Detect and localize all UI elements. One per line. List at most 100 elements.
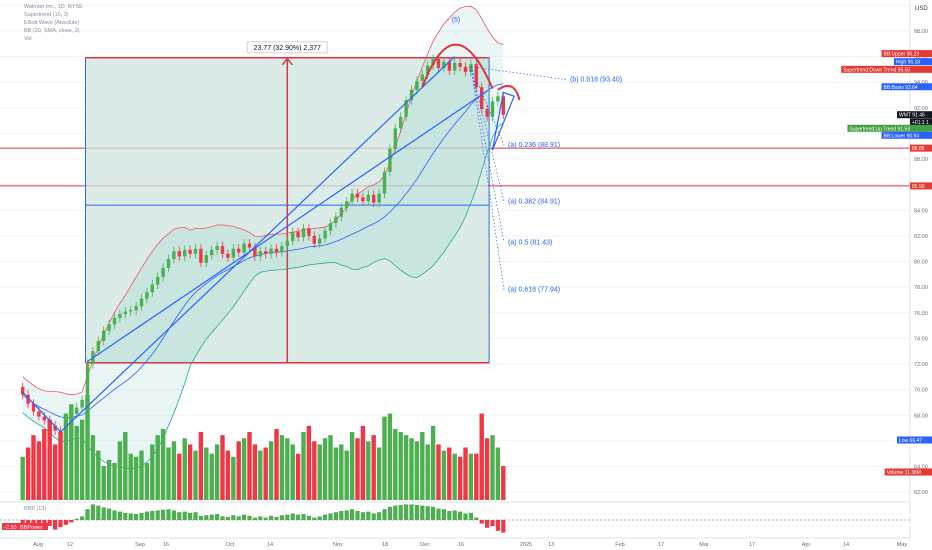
- bbp-bar: [269, 515, 274, 520]
- candle-body: [280, 246, 284, 253]
- candle-body: [215, 246, 219, 250]
- measure-box[interactable]: 23.77 (32.90%) 2,377: [85, 41, 490, 364]
- volume-bar: [268, 441, 274, 500]
- volume-bar: [36, 441, 42, 500]
- candle-body: [242, 243, 246, 253]
- volume-bar: [452, 453, 457, 500]
- tag-supertrend-down-bg: [841, 65, 932, 73]
- fib-label: (b) 0.618 (93.40): [570, 77, 622, 84]
- wave-line: [22, 391, 61, 433]
- candle-body: [339, 207, 343, 217]
- volume-bars: [20, 395, 506, 500]
- price-tick-label: 62.00: [914, 490, 928, 496]
- bbp-bar: [463, 513, 468, 520]
- candle-body: [285, 241, 289, 247]
- price-tick-label: 72.00: [914, 362, 928, 368]
- price-tick-label: 94.00: [914, 80, 928, 86]
- volume-bar: [204, 447, 209, 500]
- bbp-bar: [171, 510, 176, 520]
- candle-body: [312, 235, 316, 244]
- wave-label: (5): [452, 17, 461, 24]
- tag-countdown-bg: [910, 118, 932, 126]
- candle-body: [345, 201, 349, 208]
- volume-bar: [414, 441, 420, 500]
- bb-lower-line: [22, 122, 504, 470]
- volume-bar: [371, 435, 376, 500]
- bbp-bar: [177, 512, 182, 520]
- symbol-title[interactable]: Walmart Inc., 1D, NYSE: [24, 4, 83, 10]
- time-tick-label: 17: [658, 542, 664, 548]
- bbp-bar: [317, 516, 322, 520]
- candle-body: [366, 194, 370, 202]
- volume-bar: [322, 438, 328, 500]
- volume-bar: [209, 453, 214, 500]
- candle-body: [328, 223, 333, 231]
- candle-body: [48, 420, 52, 426]
- fib-connector: [470, 66, 505, 146]
- bbp-bar: [90, 504, 95, 520]
- volume-bar: [420, 432, 425, 500]
- volume-bar: [236, 441, 241, 500]
- volume-bar: [31, 435, 36, 500]
- volume-bar: [106, 459, 112, 500]
- volume-bar: [479, 413, 484, 500]
- volume-bar: [495, 447, 501, 500]
- bbp-bar: [247, 515, 252, 520]
- volume-bar: [403, 435, 409, 500]
- candle-body: [37, 411, 41, 417]
- bbp-bar: [328, 513, 333, 520]
- candle-body: [420, 74, 424, 81]
- bbp-bar: [458, 511, 463, 520]
- candle-body: [145, 292, 149, 299]
- bbp-bar: [452, 510, 457, 520]
- candle-body: [264, 251, 268, 254]
- volume-bar: [160, 428, 166, 500]
- volume-bar: [155, 435, 160, 500]
- tag-volume-bg: [884, 468, 932, 476]
- volume-bar: [139, 450, 144, 500]
- bbp-bar: [193, 512, 198, 520]
- candle-body: [21, 387, 25, 395]
- supertrend-legend[interactable]: Supertrend (10, 3): [24, 12, 69, 18]
- tag-bb-lower: BB:Lower 90.94: [884, 133, 920, 139]
- volume-bar: [220, 435, 225, 500]
- tag-level-2-bg: [910, 182, 932, 190]
- tag-bb-lower-bg: [881, 131, 932, 139]
- volume-bar: [301, 432, 306, 500]
- tag-level-1: 88.85: [912, 146, 925, 152]
- candle-body: [274, 248, 279, 253]
- tag-bb-upper-bg: [881, 50, 932, 58]
- bbp-bar: [26, 520, 31, 526]
- volume-bar: [225, 450, 231, 500]
- currency-label[interactable]: USD: [915, 6, 928, 12]
- elliott-legend[interactable]: Elliott Wave (Absolute): [24, 20, 80, 26]
- bbp-bar: [468, 512, 473, 520]
- candle-body: [53, 425, 57, 431]
- volume-bar: [295, 453, 301, 500]
- bbp-bar: [252, 517, 257, 520]
- bbp-bar: [414, 505, 419, 520]
- volume-bar: [447, 447, 452, 500]
- bbp-bar: [323, 514, 328, 520]
- elliott-wave-drawings[interactable]: (5): [22, 17, 521, 433]
- volume-bar: [150, 444, 155, 500]
- volume-bar: [258, 450, 263, 500]
- volume-bar: [117, 441, 123, 500]
- volume-bar: [387, 413, 393, 500]
- time-tick-label: 17: [749, 542, 755, 548]
- price-tick-label: 74.00: [914, 336, 928, 342]
- bb-basis-line: [22, 83, 504, 418]
- volume-bar: [123, 432, 128, 500]
- bbp-bar: [420, 505, 425, 520]
- volume-legend[interactable]: Vol: [24, 36, 32, 42]
- candle-body: [415, 80, 419, 90]
- bbp-bar: [215, 514, 220, 520]
- bbp-bar: [371, 513, 376, 520]
- bbp-bar: [236, 516, 241, 520]
- bbp-value: -2.10: [4, 525, 17, 531]
- bb-legend[interactable]: BB (20, SMA, close, 2): [24, 28, 80, 34]
- price-axis: 62.0064.0066.0068.0070.0072.0074.0076.00…: [909, 0, 928, 540]
- bbp-bar: [441, 509, 446, 520]
- bbp-bar: [231, 515, 236, 520]
